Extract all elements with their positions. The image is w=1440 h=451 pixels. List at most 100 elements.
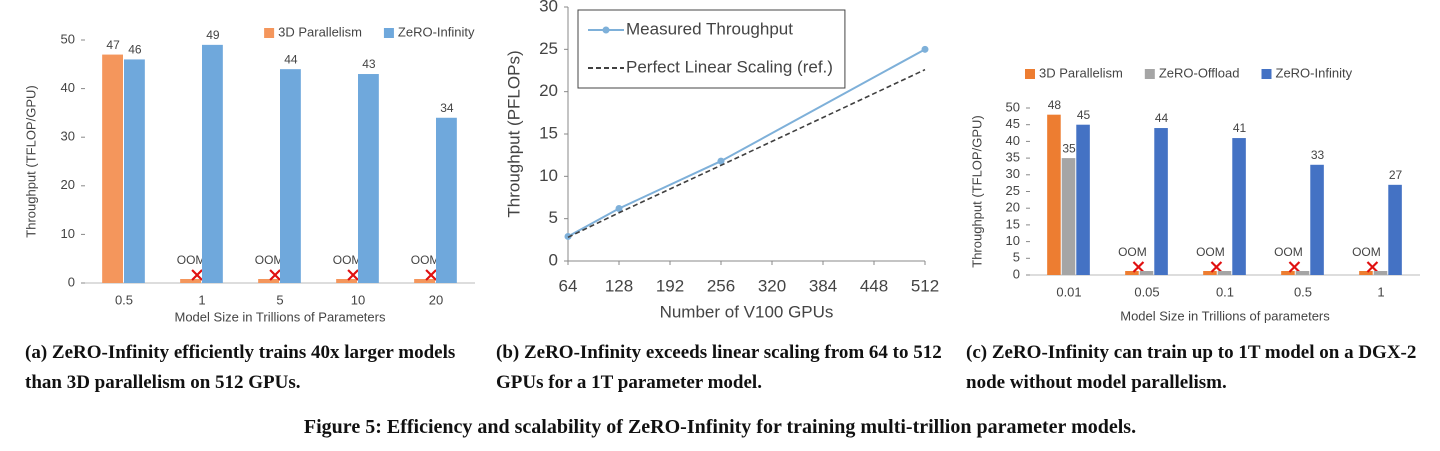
x-tick-label: 1 xyxy=(198,292,205,307)
legend-label: ZeRO-Infinity xyxy=(1276,65,1353,80)
legend-label: ZeRO-Infinity xyxy=(398,24,475,39)
oom-cross xyxy=(425,269,437,281)
legend-label: 3D Parallelism xyxy=(278,24,362,39)
oom-cross xyxy=(269,269,281,281)
legend-marker xyxy=(602,26,610,34)
value-label: 48 xyxy=(1048,98,1062,112)
x-tick-label: 0.05 xyxy=(1134,284,1159,299)
legend-label: 3D Parallelism xyxy=(1039,65,1123,80)
legend-swatch xyxy=(1025,69,1035,79)
legend-box xyxy=(577,9,846,89)
bar xyxy=(1310,164,1324,275)
caption: (c) ZeRO-Infinity can train up to 1T mod… xyxy=(966,342,1417,393)
value-label: OOM xyxy=(1274,245,1303,259)
y-tick-label: 40 xyxy=(1006,133,1020,148)
bar xyxy=(1061,158,1076,275)
point xyxy=(717,157,725,165)
oom-stub xyxy=(1373,271,1388,275)
x-tick-label: 384 xyxy=(809,276,837,295)
oom-stub xyxy=(180,279,201,283)
oom-cross xyxy=(1288,261,1301,273)
legend-swatch xyxy=(1144,69,1155,79)
x-tick-label: 5 xyxy=(276,292,283,307)
x-tick-label: 0.1 xyxy=(1216,284,1234,299)
bar xyxy=(436,117,457,283)
value-label: 35 xyxy=(1062,141,1076,155)
legend: 3D Parallelism ZeRO-Offload ZeRO-Infinity xyxy=(1025,65,1353,80)
value-label: 47 xyxy=(106,38,120,52)
value-label: OOM xyxy=(255,253,284,267)
y-tick-label: 5 xyxy=(549,208,558,227)
y-tick-label: 30 xyxy=(539,0,558,15)
oom-stub xyxy=(1139,271,1154,275)
y-tick-label: 15 xyxy=(539,123,558,142)
value-label: 41 xyxy=(1233,121,1247,135)
oom-stub xyxy=(336,279,357,283)
oom-stub xyxy=(1203,271,1217,275)
y-tick-label: 25 xyxy=(539,39,558,58)
value-label: 45 xyxy=(1077,108,1091,122)
y-tick-label: 20 xyxy=(1006,200,1020,215)
y-tick-label: 50 xyxy=(1006,99,1020,114)
value-label: 49 xyxy=(206,28,220,42)
y-axis-label: Throughput (TFLOP/GPU) xyxy=(969,115,984,267)
legend: 3D Parallelism ZeRO-Infinity xyxy=(264,24,475,39)
oom-stub xyxy=(258,279,279,283)
y-tick-label: 40 xyxy=(61,80,75,95)
legend-label: ZeRO-Offload xyxy=(1159,65,1240,80)
series-line xyxy=(567,68,926,239)
value-label: 34 xyxy=(440,101,454,115)
bar xyxy=(280,69,301,283)
x-tick-label: 448 xyxy=(860,276,888,295)
y-tick-label: 20 xyxy=(61,177,75,192)
bar xyxy=(202,44,223,283)
x-tick-label: 1 xyxy=(1377,284,1384,299)
bar xyxy=(1154,128,1168,275)
legend-swatch xyxy=(264,28,275,38)
value-label: 44 xyxy=(1155,111,1169,125)
y-tick-label: 30 xyxy=(1006,166,1020,181)
value-label: 46 xyxy=(128,43,142,57)
value-label: 27 xyxy=(1389,168,1403,182)
oom-cross xyxy=(191,269,203,281)
bar xyxy=(358,74,379,284)
oom-cross xyxy=(1210,261,1223,273)
oom-stub xyxy=(1295,271,1310,275)
value-label: 43 xyxy=(362,57,376,71)
series-line xyxy=(567,48,926,238)
oom-stub xyxy=(414,279,435,283)
bar xyxy=(1232,138,1246,275)
y-tick-label: 30 xyxy=(61,129,75,144)
x-axis-label: Model Size in Trillions of Parameters xyxy=(175,309,386,324)
figure-caption: Figure 5: Efficiency and scalability of … xyxy=(303,416,1137,438)
legend: Measured Throughput Perfect Linear Scalin… xyxy=(577,9,846,89)
oom-stub xyxy=(1217,271,1232,275)
y-axis-label: Throughput (TFLOP/GPU) xyxy=(23,85,38,237)
x-tick-label: 20 xyxy=(429,292,443,307)
y-tick-label: 0 xyxy=(549,250,558,269)
legend-label: Measured Throughput xyxy=(626,19,793,38)
x-tick-label: 320 xyxy=(758,276,786,295)
value-label: OOM xyxy=(333,253,362,267)
value-label: 33 xyxy=(1311,148,1325,162)
oom-cross xyxy=(347,269,359,281)
y-tick-label: 20 xyxy=(539,81,558,100)
y-tick-label: 5 xyxy=(1013,250,1020,265)
value-label: OOM xyxy=(1196,245,1225,259)
y-tick-label: 0 xyxy=(68,274,75,289)
value-label: OOM xyxy=(411,253,440,267)
y-tick-label: 15 xyxy=(1006,216,1020,231)
x-tick-label: 512 xyxy=(911,276,939,295)
caption: (a) ZeRO-Infinity efficiently trains 40x… xyxy=(25,342,456,393)
bar xyxy=(1076,124,1090,275)
y-tick-label: 10 xyxy=(1006,233,1020,248)
x-tick-label: 256 xyxy=(707,276,735,295)
x-tick-label: 192 xyxy=(656,276,684,295)
bar xyxy=(1388,184,1402,275)
legend-swatch xyxy=(383,28,394,38)
oom-stub xyxy=(1125,271,1139,275)
y-tick-label: 25 xyxy=(1006,183,1020,198)
x-axis-label: Number of V100 GPUs xyxy=(660,302,834,321)
x-tick-label: 0.5 xyxy=(1294,284,1312,299)
